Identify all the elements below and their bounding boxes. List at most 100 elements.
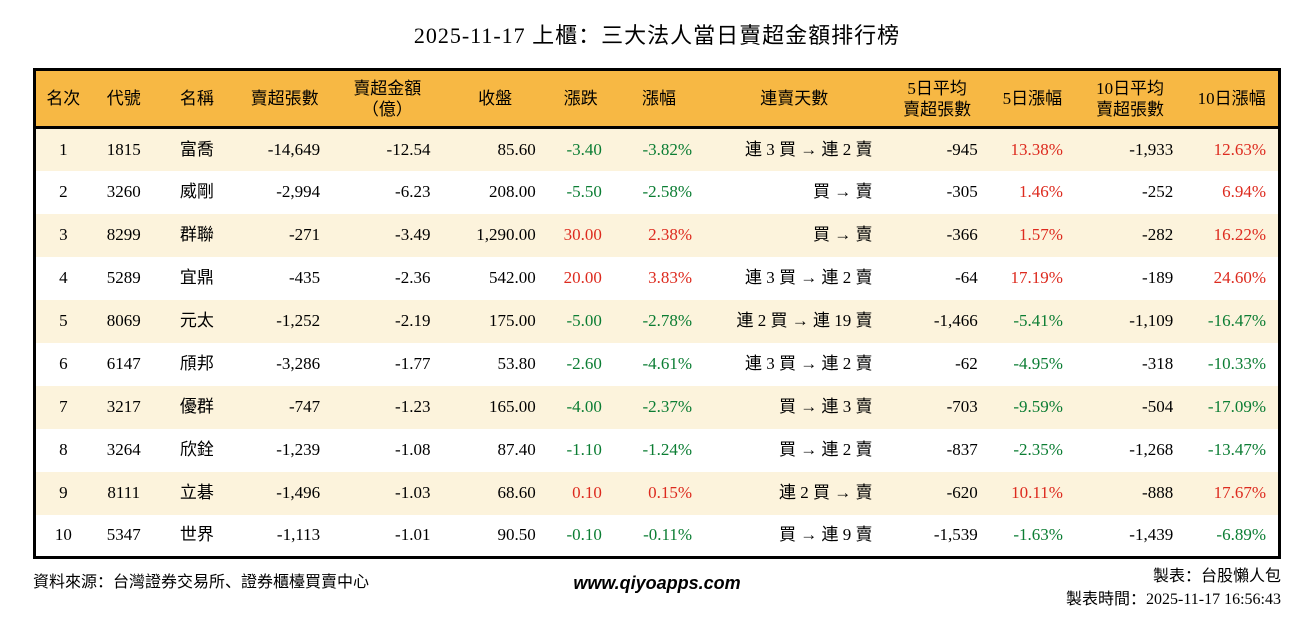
cell-avg10: -1,439 — [1129, 525, 1174, 545]
table-row: 2 3260 威剛 -2,994 -6.23 208.00 -5.50 -2.58% 買 → 賣… — [34, 170, 1280, 214]
cell-change: 30.00 — [563, 225, 602, 244]
cell-pct5: 13.38% — [1010, 139, 1063, 159]
cell-avg10: -1,268 — [1129, 440, 1174, 459]
cell-change_pct: -1.24% — [642, 440, 693, 459]
website-url: www.qiyoapps.com — [573, 573, 741, 593]
cell-code: 5289 — [106, 268, 141, 287]
column-header-close: 收盤 — [442, 69, 548, 129]
cell-pct10: 6.94% — [1222, 182, 1266, 201]
cell-streak: 買 → 賣 — [812, 225, 873, 244]
cell-pct10: -17.09% — [1207, 397, 1266, 416]
cell-avg10: -282 — [1142, 225, 1174, 244]
cell-avg10: -1,933 — [1129, 139, 1174, 159]
cell-sell_volume: -3,286 — [276, 354, 321, 373]
cell-code: 3264 — [106, 440, 141, 459]
cell-close: 87.40 — [497, 440, 536, 459]
cell-streak: 連 3 買 → 連 2 賣 — [744, 268, 873, 287]
table-row: 1 1815 富喬 -14,649 -12.54 85.60 -3.40 -3.82% 連 3 … — [34, 127, 1280, 171]
cell-close: 165.00 — [488, 397, 536, 416]
cell-name: 元太 — [179, 311, 214, 330]
cell-change: 0.10 — [572, 483, 602, 502]
cell-sell_volume: -1,496 — [276, 483, 321, 502]
cell-close: 1,290.00 — [476, 225, 536, 244]
page-title: 2025-11-17 上櫃：三大法人當日賣超金額排行榜 — [413, 23, 901, 48]
cell-change: -1.10 — [566, 440, 602, 459]
cell-streak: 買 → 連 3 賣 — [778, 397, 873, 416]
table-row: 8 3264 欣銓 -1,239 -1.08 87.40 -1.10 -1.24% 買 → 連 … — [34, 428, 1280, 472]
table-row: 7 3217 優群 -747 -1.23 165.00 -4.00 -2.37% 買 → 連 3… — [34, 385, 1280, 429]
cell-code: 1815 — [106, 139, 141, 159]
report-page: 2025-11-17 上櫃：三大法人當日賣超金額排行榜 名次 代號 名稱 賣超張數 賣超… — [0, 22, 1314, 634]
cell-avg5: -1,539 — [933, 525, 978, 545]
column-header-name: 名稱 — [156, 69, 237, 129]
table-row: 3 8299 群聯 -271 -3.49 1,290.00 30.00 2.38% 買 → 賣 -… — [34, 213, 1280, 257]
cell-pct5: 17.19% — [1010, 268, 1063, 287]
cell-name: 頎邦 — [179, 354, 214, 373]
cell-avg5: -305 — [946, 182, 978, 201]
cell-pct10: -10.33% — [1207, 354, 1266, 373]
cell-rank: 5 — [59, 311, 68, 330]
cell-name: 欣銓 — [179, 440, 214, 459]
cell-code: 3217 — [106, 397, 141, 416]
column-header-sell_amount: 賣超金額 （億） — [332, 69, 443, 129]
column-header-change: 漲跌 — [547, 69, 614, 129]
cell-pct5: -5.41% — [1013, 311, 1063, 330]
cell-name: 世界 — [179, 525, 214, 545]
cell-code: 8299 — [106, 225, 141, 244]
cell-avg5: -64 — [955, 268, 978, 287]
footer: 資料來源：台灣證券交易所、證券櫃檯買賣中心 www.qiyoapps.com 製… — [33, 565, 1281, 611]
cell-streak: 買 → 連 2 賣 — [778, 440, 873, 459]
table-row: 10 5347 世界 -1,113 -1.01 90.50 -0.10 -0.11% 買 → 連… — [34, 514, 1280, 558]
cell-pct10: 16.22% — [1213, 225, 1266, 244]
cell-avg10: -252 — [1142, 182, 1174, 201]
cell-avg5: -1,466 — [933, 311, 978, 330]
cell-sell_amount: -2.19 — [395, 311, 431, 330]
cell-pct5: 1.57% — [1019, 225, 1063, 244]
cell-pct5: -9.59% — [1013, 397, 1063, 416]
cell-sell_volume: -747 — [289, 397, 321, 416]
cell-change: -4.00 — [566, 397, 602, 416]
cell-change_pct: 0.15% — [648, 483, 693, 502]
cell-rank: 2 — [59, 182, 68, 201]
header-row: 名次 代號 名稱 賣超張數 賣超金額 （億） 收盤 漲跌 漲幅 連賣天數 5日平均 賣超張數 5日漲… — [34, 69, 1280, 129]
cell-avg5: -620 — [946, 483, 978, 502]
cell-avg10: -318 — [1142, 354, 1174, 373]
cell-pct10: 17.67% — [1213, 483, 1266, 502]
cell-pct5: 1.46% — [1019, 182, 1063, 201]
column-header-rank: 名次 — [34, 69, 91, 129]
cell-rank: 1 — [59, 139, 68, 159]
data-source-note: 資料來源：台灣證券交易所、證券櫃檯買賣中心 — [33, 574, 370, 591]
cell-change: -5.00 — [566, 311, 602, 330]
cell-name: 宜鼎 — [179, 268, 214, 287]
column-header-code: 代號 — [90, 69, 157, 129]
cell-avg10: -504 — [1142, 397, 1174, 416]
column-header-streak: 連賣天數 — [704, 69, 885, 129]
cell-change_pct: 3.83% — [648, 268, 693, 287]
cell-code: 6147 — [106, 354, 141, 373]
cell-pct10: 24.60% — [1213, 268, 1266, 287]
cell-close: 208.00 — [488, 182, 536, 201]
cell-code: 8111 — [107, 483, 141, 502]
cell-change: -2.60 — [566, 354, 602, 373]
maker-label: 製表：台股懶人包 — [1152, 568, 1281, 585]
cell-code: 8069 — [106, 311, 141, 330]
cell-change_pct: -3.82% — [642, 139, 693, 159]
cell-pct5: -1.63% — [1013, 525, 1063, 545]
cell-pct10: -16.47% — [1207, 311, 1266, 330]
cell-close: 85.60 — [497, 139, 536, 159]
cell-avg5: -837 — [946, 440, 978, 459]
cell-rank: 7 — [59, 397, 68, 416]
ranking-table: 名次 代號 名稱 賣超張數 賣超金額 （億） 收盤 漲跌 漲幅 連賣天數 5日平均 賣超張數 5日漲… — [33, 68, 1281, 559]
cell-name: 優群 — [179, 397, 214, 416]
cell-name: 立碁 — [179, 483, 214, 502]
cell-change_pct: -4.61% — [642, 354, 693, 373]
cell-avg5: -62 — [955, 354, 978, 373]
cell-change_pct: -2.78% — [642, 311, 693, 330]
cell-sell_volume: -2,994 — [276, 182, 321, 201]
cell-streak: 買 → 連 9 賣 — [778, 525, 873, 545]
cell-rank: 4 — [59, 268, 68, 287]
cell-rank: 10 — [54, 525, 72, 545]
cell-sell_amount: -6.23 — [395, 182, 431, 201]
cell-pct10: -13.47% — [1207, 440, 1266, 459]
cell-change: -3.40 — [566, 139, 602, 159]
